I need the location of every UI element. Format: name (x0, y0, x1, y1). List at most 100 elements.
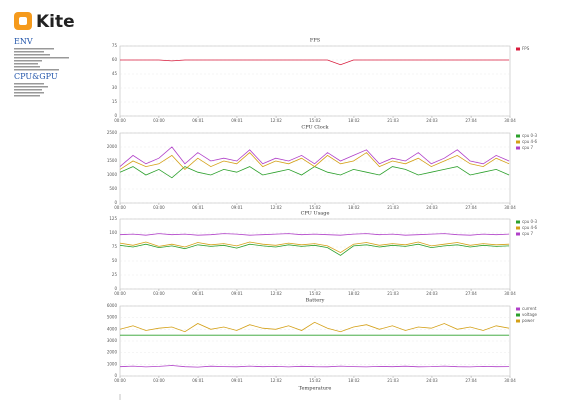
y-tick-label: 30 (112, 85, 118, 90)
series-line (119, 233, 510, 236)
y-tick-label: 15 (112, 99, 118, 104)
chart-title: FPS (310, 38, 321, 44)
legend-swatch (516, 226, 520, 230)
y-tick-label: 5000 (107, 315, 118, 320)
y-tick-label: 1000 (107, 361, 118, 366)
series-line (119, 321, 510, 333)
section-heading: CPU&GPU (14, 72, 58, 81)
x-tick-label: 18:02 (348, 118, 360, 123)
series-line (119, 146, 510, 167)
x-tick-label: 06:01 (192, 118, 204, 123)
legend-swatch (516, 313, 520, 317)
legend-label: power (522, 318, 535, 323)
x-tick-label: 30:04 (504, 118, 516, 123)
x-tick-label: 12:02 (270, 118, 282, 123)
series-line (119, 241, 510, 254)
y-tick-label: 1500 (107, 158, 118, 163)
x-tick-label: 00:00 (114, 118, 126, 123)
y-tick-label: 60 (112, 57, 118, 62)
y-tick-label: 2500 (107, 130, 118, 135)
x-tick-label: 15:02 (309, 291, 321, 296)
x-tick-label: 00:00 (114, 378, 126, 383)
legend-label: cpu 4-6 (522, 139, 538, 144)
legend-label: cpu 0-3 (522, 219, 538, 224)
x-tick-label: 03:00 (153, 118, 165, 123)
x-tick-label: 30:04 (504, 291, 516, 296)
y-tick-label: 75 (112, 43, 118, 48)
logo: Kite (36, 12, 75, 32)
series-line (119, 365, 510, 368)
x-tick-label: 24:03 (426, 205, 438, 210)
x-tick-label: 24:03 (426, 118, 438, 123)
y-tick-label: 0 (114, 286, 117, 291)
x-tick-label: 21:03 (387, 205, 399, 210)
y-tick-label: 0 (114, 373, 117, 378)
legend-swatch (516, 140, 520, 144)
y-tick-label: 0 (114, 200, 117, 205)
x-tick-label: 24:03 (426, 378, 438, 383)
x-tick-label: 27:04 (465, 205, 477, 210)
legend-swatch (516, 232, 520, 236)
x-tick-label: 06:01 (192, 205, 204, 210)
y-tick-label: 125 (109, 216, 117, 221)
x-tick-label: 06:01 (192, 378, 204, 383)
chart-title: CPU Usage (301, 211, 330, 217)
y-tick-label: 3000 (107, 338, 118, 343)
logo-icon-inner (19, 17, 27, 25)
x-tick-label: 03:00 (153, 291, 165, 296)
x-tick-label: 12:02 (270, 205, 282, 210)
x-tick-label: 18:02 (348, 205, 360, 210)
x-tick-label: 09:01 (231, 205, 243, 210)
series-line (119, 243, 510, 256)
legend-swatch (516, 307, 520, 311)
legend-swatch (516, 220, 520, 224)
x-tick-label: 09:01 (231, 291, 243, 296)
x-tick-label: 30:04 (504, 205, 516, 210)
x-tick-label: 27:04 (465, 118, 477, 123)
y-tick-label: 100 (109, 230, 117, 235)
x-tick-label: 24:03 (426, 291, 438, 296)
env-lines (14, 48, 69, 97)
x-tick-label: 15:02 (309, 378, 321, 383)
series-line (119, 166, 510, 179)
x-tick-label: 27:04 (465, 378, 477, 383)
y-tick-label: 45 (112, 71, 118, 76)
x-tick-label: 00:00 (114, 205, 126, 210)
legend-swatch (516, 47, 520, 51)
plot-frame (119, 305, 511, 377)
y-tick-label: 25 (112, 272, 118, 277)
x-tick-label: 12:02 (270, 378, 282, 383)
x-tick-label: 21:03 (387, 291, 399, 296)
series-line (119, 152, 510, 170)
legend-swatch (516, 319, 520, 323)
x-tick-label: 09:01 (231, 378, 243, 383)
legend-swatch (516, 134, 520, 138)
x-tick-label: 30:04 (504, 378, 516, 383)
y-tick-label: 2000 (107, 144, 118, 149)
y-tick-label: 500 (109, 186, 117, 191)
legend-label: voltage (522, 312, 537, 317)
x-tick-label: 06:01 (192, 291, 204, 296)
x-tick-label: 15:02 (309, 118, 321, 123)
x-tick-label: 27:04 (465, 291, 477, 296)
y-tick-label: 75 (112, 244, 118, 249)
y-tick-label: 0 (114, 113, 117, 118)
y-tick-label: 50 (112, 258, 118, 263)
y-tick-label: 1000 (107, 172, 118, 177)
x-tick-label: 09:01 (231, 118, 243, 123)
y-tick-label: 4000 (107, 326, 118, 331)
x-tick-label: 21:03 (387, 118, 399, 123)
x-tick-label: 18:02 (348, 291, 360, 296)
plot-frame (119, 45, 511, 117)
x-tick-label: 18:02 (348, 378, 360, 383)
series-line (120, 59, 510, 66)
legend-label: cpu 7 (522, 231, 534, 236)
y-tick-label: 2000 (107, 350, 118, 355)
chart-title: Battery (306, 298, 325, 304)
x-tick-label: 12:02 (270, 291, 282, 296)
legend-label: cpu 7 (522, 145, 534, 150)
legend-label: current (522, 306, 537, 311)
chart-title: CPU Clock (301, 125, 329, 131)
